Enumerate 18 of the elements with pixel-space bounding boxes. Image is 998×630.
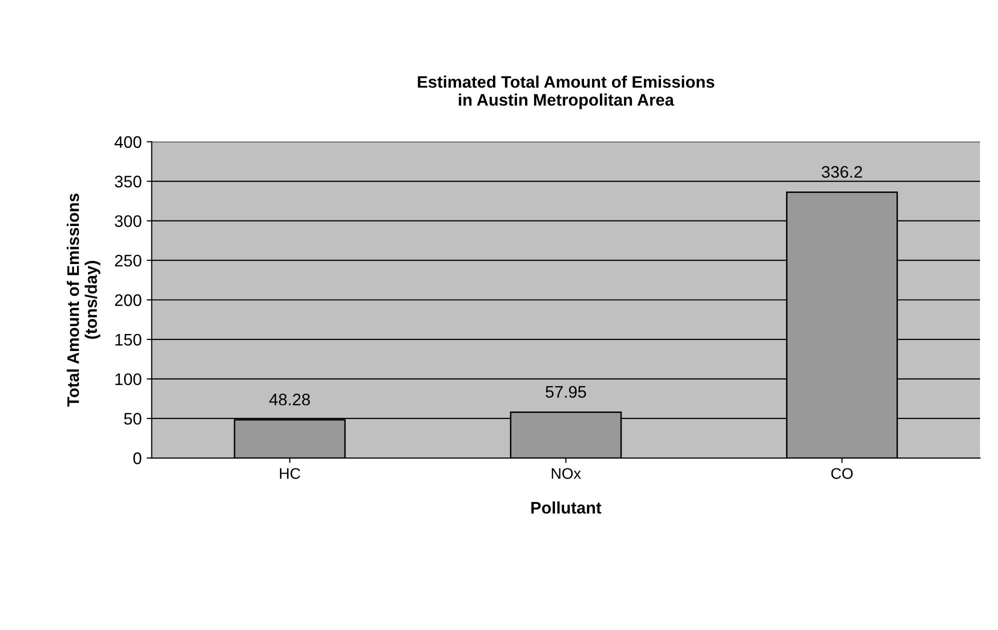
y-tick-label: 300 [114, 215, 142, 228]
y-tick-label: 100 [115, 373, 142, 386]
chart-title: Estimated Total Amount of Emissions in Austin Metropolitan Area [418, 76, 714, 110]
data-label: 57.95 [546, 386, 586, 398]
y-tick-label: 0 [133, 452, 142, 464]
y-tick-label: 200 [115, 294, 142, 306]
x-tick-label: HC [280, 468, 300, 479]
data-label: 336.2 [822, 166, 862, 178]
y-tick-label: 50 [124, 412, 142, 425]
y-tick-label: 250 [115, 254, 142, 267]
y-tick-label: 150 [115, 334, 142, 346]
x-tick-label: NOx [552, 468, 581, 479]
y-axis-title: Total Amount of Emissions (tons/day) [66, 194, 100, 407]
y-tick-label: 400 [114, 136, 142, 148]
x-axis-title: Pollutant [531, 501, 602, 514]
data-label: 48.28 [269, 394, 310, 406]
x-tick-label: CO [831, 468, 853, 479]
y-tick-label: 350 [114, 176, 142, 188]
